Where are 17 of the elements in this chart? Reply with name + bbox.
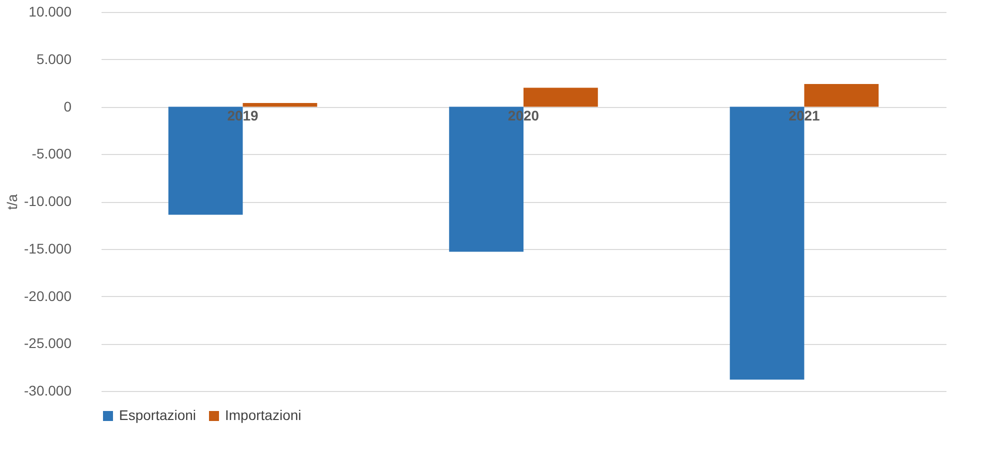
bar — [242, 102, 318, 107]
y-tick-label: 0 — [64, 98, 72, 114]
bar — [804, 84, 879, 107]
x-tick-label: 2019 — [227, 107, 259, 124]
y-tick-label: 5.000 — [36, 50, 72, 67]
y-tick-label: -15.000 — [24, 240, 72, 256]
y-tick-label: -5.000 — [32, 146, 72, 162]
legend-label: Importazioni — [225, 407, 302, 423]
legend-label: Esportazioni — [119, 407, 196, 423]
y-tick-label: -25.000 — [24, 335, 72, 352]
y-tick-label: -20.000 — [24, 288, 72, 304]
y-tick-label: -30.000 — [24, 382, 72, 398]
x-tick-label: 2021 — [788, 107, 820, 124]
y-axis-title: t/a — [4, 194, 20, 210]
y-tick-label: -10.000 — [24, 193, 72, 209]
y-tick-label: 10.000 — [28, 4, 72, 20]
bar — [524, 88, 598, 107]
